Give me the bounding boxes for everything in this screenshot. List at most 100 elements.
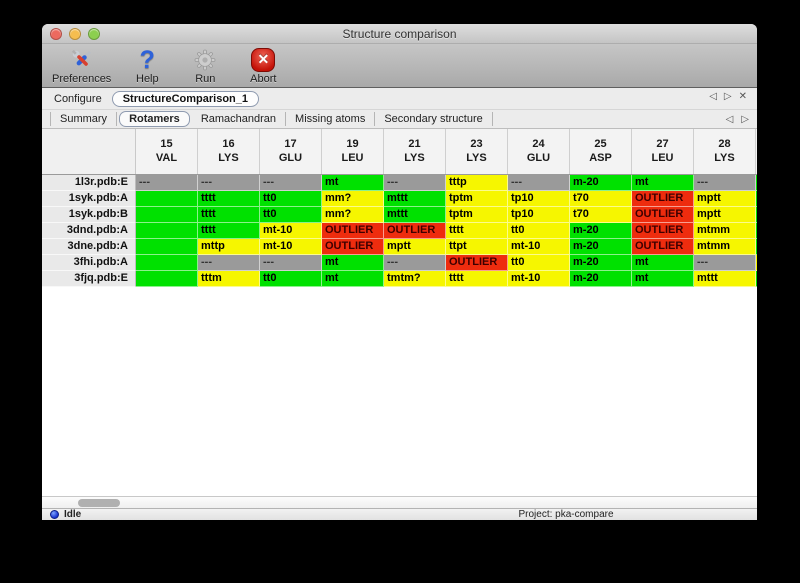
- column-header[interactable]: 24 GLU: [508, 129, 570, 174]
- table-cell[interactable]: mt-10: [260, 239, 322, 255]
- table-cell[interactable]: m-20: [570, 239, 632, 255]
- table-cell[interactable]: ---: [384, 175, 446, 191]
- next-tab-icon[interactable]: ▷: [741, 113, 749, 125]
- titlebar[interactable]: Structure comparison: [42, 24, 757, 44]
- table-cell[interactable]: tttp: [446, 175, 508, 191]
- table-cell[interactable]: OUTLIER: [322, 239, 384, 255]
- table-cell[interactable]: [136, 239, 198, 255]
- table-cell[interactable]: OUTLIER: [384, 223, 446, 239]
- table-cell[interactable]: [136, 223, 198, 239]
- table-cell[interactable]: mttp: [198, 239, 260, 255]
- table-cell[interactable]: [136, 207, 198, 223]
- clipped-cell[interactable]: [756, 223, 757, 239]
- clipped-cell[interactable]: [756, 191, 757, 207]
- table-cell[interactable]: mptt: [694, 207, 756, 223]
- clipped-cell[interactable]: [756, 175, 757, 191]
- help-button[interactable]: ? Help: [125, 46, 169, 86]
- table-cell[interactable]: tt0: [508, 255, 570, 271]
- table-cell[interactable]: OUTLIER: [322, 223, 384, 239]
- minimize-button[interactable]: [69, 28, 81, 40]
- table-cell[interactable]: ---: [198, 255, 260, 271]
- table-cell[interactable]: tmtm?: [384, 271, 446, 287]
- table-cell[interactable]: mt-10: [260, 223, 322, 239]
- table-cell[interactable]: OUTLIER: [632, 207, 694, 223]
- table-cell[interactable]: m-20: [570, 223, 632, 239]
- table-cell[interactable]: m-20: [570, 271, 632, 287]
- table-cell[interactable]: OUTLIER: [632, 191, 694, 207]
- column-header[interactable]: 28 LYS: [694, 129, 756, 174]
- table-cell[interactable]: mt: [322, 175, 384, 191]
- table-cell[interactable]: ---: [384, 255, 446, 271]
- column-header[interactable]: 25 ASP: [570, 129, 632, 174]
- table-cell[interactable]: tt0: [508, 223, 570, 239]
- table-cell[interactable]: mt: [322, 271, 384, 287]
- table-cell[interactable]: tttt: [446, 271, 508, 287]
- table-cell[interactable]: OUTLIER: [446, 255, 508, 271]
- table-cell[interactable]: tp10: [508, 207, 570, 223]
- table-cell[interactable]: tttm: [198, 271, 260, 287]
- table-cell[interactable]: m-20: [570, 255, 632, 271]
- table-cell[interactable]: mttt: [694, 271, 756, 287]
- preferences-button[interactable]: Preferences: [52, 46, 111, 85]
- configuration-tab[interactable]: StructureComparison_1: [111, 90, 260, 107]
- tab-missing-atoms[interactable]: Missing atoms: [286, 112, 376, 126]
- zoom-button[interactable]: [88, 28, 100, 40]
- table-cell[interactable]: ---: [694, 175, 756, 191]
- column-header[interactable]: 21 LYS: [384, 129, 446, 174]
- row-label[interactable]: 1syk.pdb:A: [42, 191, 136, 207]
- table-cell[interactable]: OUTLIER: [632, 223, 694, 239]
- table-cell[interactable]: mm?: [322, 191, 384, 207]
- table-cell[interactable]: t70: [570, 207, 632, 223]
- table-cell[interactable]: tttt: [198, 223, 260, 239]
- table-cell[interactable]: ---: [136, 175, 198, 191]
- close-config-icon[interactable]: ✕: [738, 91, 747, 102]
- row-label[interactable]: 1l3r.pdb:E: [42, 175, 136, 191]
- table-cell[interactable]: t70: [570, 191, 632, 207]
- table-cell[interactable]: tttt: [446, 223, 508, 239]
- run-button[interactable]: Run: [183, 46, 227, 85]
- clipped-cell[interactable]: [756, 207, 757, 223]
- table-cell[interactable]: m-20: [570, 175, 632, 191]
- table-cell[interactable]: mt: [632, 255, 694, 271]
- tab-rotamers[interactable]: Rotamers: [119, 111, 190, 127]
- row-label[interactable]: 3fjq.pdb:E: [42, 271, 136, 287]
- table-cell[interactable]: mt: [632, 271, 694, 287]
- table-cell[interactable]: tp10: [508, 191, 570, 207]
- table-cell[interactable]: ---: [508, 175, 570, 191]
- clipped-cell[interactable]: [756, 271, 757, 287]
- table-cell[interactable]: mttt: [384, 191, 446, 207]
- tab-summary[interactable]: Summary: [50, 112, 118, 126]
- prev-tab-icon[interactable]: ◁: [725, 113, 734, 125]
- scrollbar-thumb[interactable]: [78, 499, 120, 507]
- close-button[interactable]: [50, 28, 62, 40]
- next-config-icon[interactable]: ▷: [723, 91, 732, 102]
- row-label[interactable]: 1syk.pdb:B: [42, 207, 136, 223]
- table-cell[interactable]: [136, 191, 198, 207]
- table-cell[interactable]: mt: [632, 175, 694, 191]
- table-cell[interactable]: ---: [260, 175, 322, 191]
- table-cell[interactable]: mt-10: [508, 271, 570, 287]
- table-cell[interactable]: mtmm: [694, 239, 756, 255]
- table-cell[interactable]: [136, 255, 198, 271]
- table-cell[interactable]: tt0: [260, 271, 322, 287]
- table-cell[interactable]: mptt: [384, 239, 446, 255]
- table-cell[interactable]: mm?: [322, 207, 384, 223]
- table-cell[interactable]: ttpt: [446, 239, 508, 255]
- table-cell[interactable]: mt-10: [508, 239, 570, 255]
- row-label[interactable]: 3dnd.pdb:A: [42, 223, 136, 239]
- column-header[interactable]: 15 VAL: [136, 129, 198, 174]
- table-cell[interactable]: tttt: [198, 191, 260, 207]
- table-cell[interactable]: OUTLIER: [632, 239, 694, 255]
- clipped-cell[interactable]: [756, 239, 757, 255]
- table-cell[interactable]: tt0: [260, 191, 322, 207]
- table-cell[interactable]: [136, 271, 198, 287]
- table-cell[interactable]: tptm: [446, 191, 508, 207]
- table-cell[interactable]: mttt: [384, 207, 446, 223]
- table-cell[interactable]: ---: [260, 255, 322, 271]
- table-cell[interactable]: mtmm: [694, 223, 756, 239]
- table-cell[interactable]: ---: [694, 255, 756, 271]
- column-header[interactable]: 27 LEU: [632, 129, 694, 174]
- table-cell[interactable]: mt: [322, 255, 384, 271]
- horizontal-scrollbar[interactable]: [42, 496, 757, 508]
- row-label[interactable]: 3fhi.pdb:A: [42, 255, 136, 271]
